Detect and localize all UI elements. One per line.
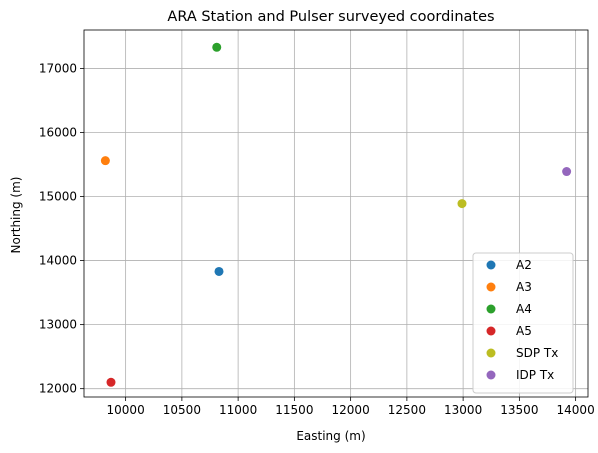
data-point-idp-tx xyxy=(562,167,572,177)
data-point-a5 xyxy=(106,377,116,387)
grid xyxy=(84,30,588,397)
x-tick-label: 13000 xyxy=(444,403,482,417)
legend-label: SDP Tx xyxy=(516,346,558,360)
legend-label: A5 xyxy=(516,324,532,338)
x-tick-label: 11500 xyxy=(275,403,313,417)
legend-marker xyxy=(486,370,496,380)
x-tick-label: 12000 xyxy=(332,403,370,417)
legend-label: A3 xyxy=(516,280,532,294)
x-tick-label: 11000 xyxy=(219,403,257,417)
legend-box xyxy=(472,252,574,394)
x-tick-label: 10500 xyxy=(163,403,201,417)
legend-marker xyxy=(486,282,496,292)
legend-marker xyxy=(486,260,496,270)
legend-marker xyxy=(486,304,496,314)
data-points xyxy=(100,42,572,387)
y-tick-label: 12000 xyxy=(39,382,77,396)
y-axis: 12000 13000 14000 15000 16000 17000 xyxy=(39,61,84,396)
data-point-a2 xyxy=(214,266,224,276)
x-axis: 10000 10500 11000 11500 12000 12500 13000 13500… xyxy=(107,397,595,417)
y-tick-label: 15000 xyxy=(39,190,77,204)
chart-title: ARA Station and Pulser surveyed coordina… xyxy=(167,9,494,25)
x-tick-label: 12500 xyxy=(388,403,426,417)
x-tick-label: 10000 xyxy=(107,403,145,417)
legend-label: A4 xyxy=(516,302,532,316)
legend-marker xyxy=(486,348,496,358)
data-point-a3 xyxy=(100,156,110,166)
legend-label: IDP Tx xyxy=(516,368,554,382)
legend-label: A2 xyxy=(516,258,532,272)
legend: A2 A3 A4 A5 SDP Tx IDP Tx xyxy=(472,252,574,394)
x-tick-label: 14000 xyxy=(557,403,595,417)
y-axis-label: Northing (m) xyxy=(9,177,23,254)
data-point-a4 xyxy=(212,42,222,52)
x-tick-label: 13500 xyxy=(500,403,538,417)
legend-marker xyxy=(486,326,496,336)
y-tick-label: 17000 xyxy=(39,61,77,75)
plot-area xyxy=(83,29,589,398)
y-tick-label: 14000 xyxy=(39,254,77,268)
y-tick-label: 13000 xyxy=(39,318,77,332)
data-point-sdp-tx xyxy=(457,199,467,209)
x-axis-label: Easting (m) xyxy=(296,429,365,443)
y-tick-label: 16000 xyxy=(39,125,77,139)
